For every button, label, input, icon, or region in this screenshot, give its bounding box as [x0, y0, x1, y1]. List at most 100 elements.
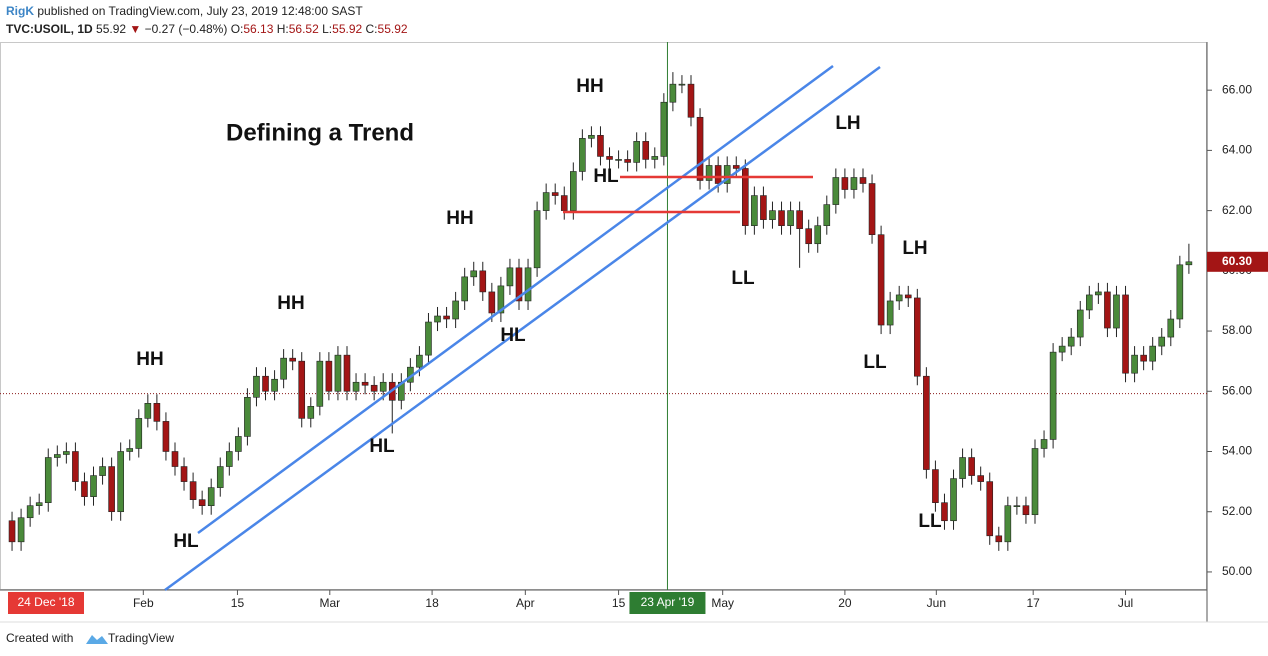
candle-body	[769, 210, 776, 220]
candle-body	[1104, 291, 1111, 329]
candle-body	[660, 101, 668, 157]
symbol: TVC:USOIL, 1D	[6, 22, 93, 36]
candle-body	[1176, 264, 1184, 320]
candle-body	[1086, 294, 1093, 311]
candle-body	[26, 505, 34, 519]
candle-body	[868, 183, 876, 236]
y-tick-label: 52.00	[1222, 504, 1252, 518]
symbol-line: TVC:USOIL, 1D 55.92 ▼ −0.27 (−0.48%) O:5…	[6, 22, 408, 36]
candle-body	[914, 297, 921, 377]
candle-body	[941, 502, 948, 522]
ohlc-label: C:	[366, 22, 378, 36]
candle-body	[207, 487, 215, 506]
candle-body	[615, 159, 622, 161]
ohlc-value: 56.52	[289, 22, 319, 36]
ohlc-label: L:	[322, 22, 332, 36]
candle-body	[1040, 439, 1048, 449]
candle-body	[932, 469, 939, 503]
candle-body	[235, 436, 242, 452]
candle-body	[533, 210, 541, 269]
candle-body	[262, 375, 269, 392]
candle-body	[841, 177, 849, 190]
candle-body	[361, 381, 369, 386]
candle-body	[1158, 336, 1166, 347]
annotation: HH	[446, 208, 473, 229]
candle-body	[434, 315, 441, 323]
annotation: HL	[369, 436, 395, 457]
candle-body	[506, 267, 514, 287]
footer-brand: TradingView	[108, 631, 174, 645]
candle-body	[325, 360, 333, 392]
candle-body	[1058, 345, 1066, 353]
candle-body	[633, 141, 640, 163]
candle-body	[479, 270, 487, 293]
candle-body	[742, 168, 749, 226]
candle-body	[515, 267, 523, 302]
candle-body	[787, 210, 794, 226]
candle-body	[1131, 354, 1138, 374]
candle-body	[370, 384, 378, 392]
candle-body	[307, 406, 315, 419]
candles	[8, 72, 1193, 551]
y-tick-label: 58.00	[1222, 323, 1252, 337]
candle-body	[90, 475, 97, 497]
candle-body	[126, 448, 134, 452]
last-price-box	[1207, 251, 1268, 272]
candle-body	[1004, 505, 1012, 543]
candle-body	[904, 294, 912, 299]
published: published on TradingView.com, July 23, 2…	[37, 4, 363, 18]
candle-body	[135, 418, 143, 449]
header-line: RigK published on TradingView.com, July …	[6, 4, 363, 18]
ohlc-label: O:	[231, 22, 244, 36]
candle-body	[1076, 309, 1084, 338]
candle-body	[560, 195, 568, 211]
ohlc-label: H:	[277, 22, 289, 36]
annotation: HH	[136, 349, 163, 370]
candle-body	[732, 165, 740, 169]
author: RigK	[6, 4, 34, 18]
candle-body	[542, 192, 550, 211]
candle-body	[216, 466, 224, 488]
footer-text: Created with	[6, 631, 73, 645]
ohlc-value: 55.92	[332, 22, 362, 36]
candle-body	[63, 451, 70, 455]
candle-body	[171, 451, 179, 467]
trend-line	[197, 64, 834, 535]
candle-body	[995, 535, 1003, 543]
candle-body	[352, 381, 360, 392]
y-tick-label: 62.00	[1222, 203, 1252, 217]
candle-body	[687, 83, 695, 118]
candle-body	[778, 210, 785, 226]
candle-body	[1031, 448, 1039, 516]
annotation: HL	[173, 531, 199, 552]
last: 55.92	[96, 22, 126, 36]
candle-body	[271, 378, 278, 392]
candle-body	[44, 457, 52, 503]
candle-body	[334, 354, 342, 392]
candle-body	[1149, 345, 1156, 362]
candle-body	[1095, 291, 1102, 296]
candle-body	[379, 381, 387, 392]
candle-body	[72, 451, 79, 482]
candle-body	[1122, 294, 1129, 374]
candle-body	[823, 204, 831, 226]
candle-body	[1140, 354, 1147, 362]
arrow: ▼	[129, 22, 141, 36]
annotation: HL	[593, 166, 619, 187]
x-tick-label: 20	[838, 596, 852, 610]
candle-body	[986, 481, 994, 537]
trend-line	[164, 65, 881, 592]
x-tick-label: Feb	[133, 596, 154, 610]
candle-body	[1022, 505, 1030, 516]
candle-body	[289, 357, 296, 362]
candle-body	[316, 360, 324, 407]
x-tick-label: May	[711, 596, 734, 610]
candle-body	[760, 195, 767, 220]
candle-body	[959, 457, 966, 479]
annotation: HH	[277, 293, 304, 314]
crosshair-box	[629, 592, 706, 614]
candle-body	[950, 478, 957, 522]
x-tick-label: 15	[612, 596, 626, 610]
annotation: LL	[918, 511, 942, 532]
candle-body	[343, 354, 351, 392]
